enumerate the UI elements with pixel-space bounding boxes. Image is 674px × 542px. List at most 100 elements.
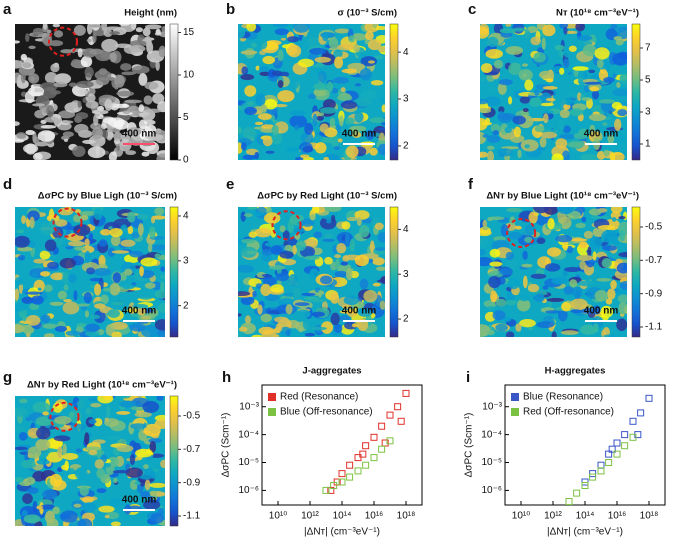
map-texture bbox=[377, 232, 385, 243]
point bbox=[608, 445, 616, 453]
map-texture bbox=[76, 303, 90, 307]
map-texture bbox=[84, 66, 94, 78]
map-texture bbox=[158, 45, 165, 58]
y-tick-label: 10⁻⁶ bbox=[481, 485, 502, 496]
map-texture bbox=[543, 113, 549, 124]
y-tick-label: 10⁻³ bbox=[482, 401, 502, 412]
legend-label: Blue (Resonance) bbox=[523, 392, 603, 403]
map-texture bbox=[592, 323, 599, 333]
map-texture bbox=[515, 323, 522, 332]
map-texture bbox=[111, 301, 124, 306]
map-texture bbox=[240, 50, 258, 55]
map-texture bbox=[140, 491, 151, 499]
map-texture bbox=[292, 24, 310, 33]
map-texture bbox=[154, 207, 165, 216]
point bbox=[605, 459, 613, 467]
map-texture bbox=[545, 98, 556, 102]
map-texture bbox=[139, 265, 144, 277]
map-texture bbox=[44, 71, 58, 84]
map-texture bbox=[39, 250, 51, 260]
map-texture bbox=[480, 151, 488, 158]
map-texture bbox=[333, 49, 343, 58]
map-texture bbox=[60, 49, 74, 54]
map-texture bbox=[354, 83, 362, 87]
map-texture bbox=[68, 82, 77, 87]
map-texture bbox=[487, 135, 501, 144]
map-texture bbox=[89, 314, 101, 320]
map-texture bbox=[120, 63, 132, 71]
map-texture bbox=[142, 400, 160, 413]
map-texture bbox=[620, 135, 625, 142]
map-texture bbox=[492, 130, 499, 136]
map-texture bbox=[111, 250, 130, 254]
map-texture bbox=[480, 98, 489, 105]
map-texture bbox=[44, 284, 53, 293]
map-texture bbox=[33, 258, 46, 264]
map-texture bbox=[93, 114, 99, 126]
map-texture bbox=[505, 299, 517, 306]
map-texture bbox=[93, 267, 111, 276]
map-texture bbox=[52, 506, 60, 515]
map-texture bbox=[498, 79, 513, 86]
map-texture bbox=[309, 47, 327, 55]
map-texture bbox=[142, 27, 151, 37]
map-texture bbox=[134, 481, 141, 485]
colorbar bbox=[631, 206, 641, 338]
map-texture bbox=[113, 477, 118, 484]
map-texture bbox=[617, 294, 627, 303]
map-texture bbox=[28, 45, 36, 50]
map-texture bbox=[342, 304, 352, 310]
map-texture bbox=[372, 257, 385, 266]
map-texture bbox=[32, 136, 40, 144]
map-texture bbox=[539, 136, 547, 148]
map-texture bbox=[36, 505, 44, 510]
point bbox=[605, 450, 613, 458]
map-texture bbox=[101, 38, 119, 52]
map-texture bbox=[73, 224, 91, 237]
map-texture bbox=[250, 42, 258, 48]
map-texture bbox=[37, 287, 42, 291]
map-texture bbox=[339, 315, 351, 322]
map-texture bbox=[148, 226, 156, 239]
map-texture bbox=[241, 238, 256, 244]
map-texture bbox=[528, 211, 538, 224]
map-texture bbox=[260, 104, 268, 113]
colorbar-tick-label: 3 bbox=[645, 107, 651, 118]
map-texture bbox=[119, 138, 132, 152]
map-texture bbox=[262, 273, 271, 278]
y-tick-label: 10⁻⁴ bbox=[481, 429, 502, 440]
map-texture bbox=[53, 81, 68, 88]
map-texture bbox=[95, 49, 112, 62]
map-texture bbox=[302, 318, 310, 330]
map-texture bbox=[72, 145, 86, 157]
map-texture bbox=[270, 245, 283, 255]
map-texture bbox=[289, 115, 308, 128]
legend-marker bbox=[511, 408, 519, 416]
map-texture bbox=[84, 446, 102, 451]
map-texture bbox=[323, 156, 329, 160]
map-texture bbox=[545, 263, 561, 272]
map-texture bbox=[42, 86, 57, 99]
map-texture bbox=[340, 261, 349, 266]
map-texture bbox=[251, 212, 265, 216]
map-texture bbox=[480, 132, 487, 145]
map-texture bbox=[129, 250, 144, 258]
map-texture bbox=[540, 131, 558, 139]
map-texture bbox=[254, 227, 272, 238]
map-texture bbox=[618, 301, 627, 315]
map-texture bbox=[121, 284, 135, 290]
x-tick-label: 10¹⁶ bbox=[365, 511, 384, 522]
map-texture bbox=[131, 231, 140, 239]
map-texture bbox=[25, 416, 31, 422]
map-texture bbox=[240, 296, 255, 305]
map-texture bbox=[619, 72, 627, 85]
map-texture bbox=[368, 60, 376, 64]
map-texture bbox=[534, 293, 545, 303]
map-texture bbox=[274, 28, 289, 36]
map-texture bbox=[120, 131, 131, 143]
map-texture bbox=[91, 24, 101, 31]
map-texture bbox=[612, 73, 617, 79]
map-texture bbox=[43, 333, 55, 337]
map-texture bbox=[86, 267, 95, 275]
map-texture bbox=[52, 402, 63, 413]
